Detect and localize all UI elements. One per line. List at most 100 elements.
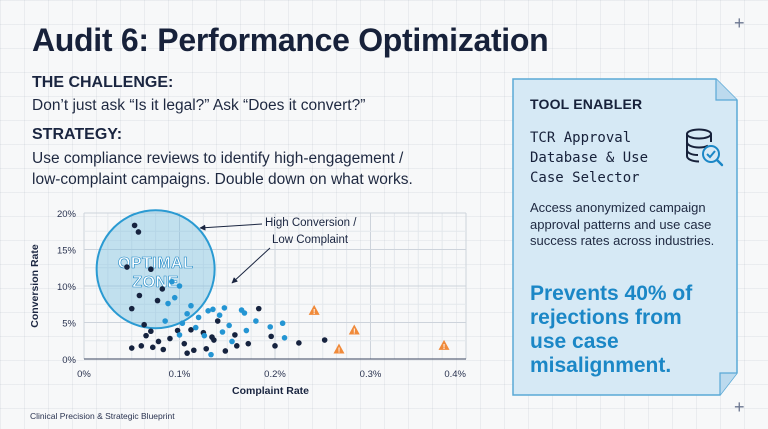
blue-data-point bbox=[192, 324, 199, 331]
navy-data-point bbox=[184, 350, 190, 356]
blue-data-point bbox=[179, 320, 186, 327]
tool-highlight-line-4: misalignment. bbox=[530, 354, 672, 377]
blue-data-point bbox=[219, 329, 226, 335]
blue-data-point bbox=[205, 308, 211, 314]
y-tick-label: 5% bbox=[62, 319, 76, 330]
navy-data-point bbox=[136, 292, 143, 299]
warning-triangle-shape bbox=[348, 324, 360, 335]
warning-triangle-point: ! bbox=[438, 339, 450, 351]
optimal-zone: OPTIMAL ZONE bbox=[95, 209, 216, 330]
database-check-icon bbox=[686, 128, 724, 167]
corner-cross-icon: + bbox=[734, 397, 745, 417]
chart-grid bbox=[83, 212, 467, 360]
warning-triangle-shape bbox=[333, 343, 345, 354]
x-tick-label: 0.1% bbox=[169, 369, 191, 380]
optimal-zone-label-2: ZONE bbox=[132, 274, 178, 291]
y-tick-label: 15% bbox=[57, 246, 77, 257]
callout-arrow-2 bbox=[231, 247, 271, 284]
tool-name-line-1: TCR Approval bbox=[530, 130, 632, 146]
navy-data-point bbox=[159, 286, 166, 292]
blue-data-point bbox=[176, 332, 183, 338]
corner-cross-icon: + bbox=[734, 13, 745, 33]
tool-name-line-3: Case Selector bbox=[530, 170, 640, 186]
x-tick-label: 0.3% bbox=[360, 369, 382, 380]
blue-data-point bbox=[208, 351, 214, 358]
navy-data-point bbox=[174, 327, 181, 334]
navy-data-point bbox=[131, 222, 138, 229]
optimal-zone-label-1: OPTIMAL bbox=[118, 255, 194, 272]
blue-data-point bbox=[184, 310, 190, 317]
y-tick-label: 20% bbox=[57, 209, 77, 220]
navy-data-point bbox=[245, 340, 252, 347]
tool-highlight: Prevents 40% of rejections from use case… bbox=[530, 282, 730, 378]
navy-data-point bbox=[124, 264, 130, 270]
page-title: Audit 6: Performance Optimization bbox=[32, 22, 549, 58]
x-tick-label: 0.2% bbox=[264, 369, 286, 380]
optimal-zone-circle bbox=[95, 209, 216, 330]
navy-data-point bbox=[272, 343, 278, 349]
x-axis-label: Complaint Rate bbox=[232, 385, 310, 397]
blue-data-point bbox=[253, 318, 259, 324]
callout-line-2: Low Complaint bbox=[272, 234, 349, 246]
strategy-heading: STRATEGY: bbox=[32, 126, 123, 143]
blue-data-point bbox=[188, 302, 194, 309]
y-tick-label: 10% bbox=[57, 282, 77, 293]
navy-data-point bbox=[148, 328, 154, 335]
navy-data-point bbox=[160, 346, 167, 353]
navy-data-point bbox=[321, 337, 328, 343]
blue-data-point bbox=[226, 322, 232, 329]
challenge-text: Don’t just ask “Is it legal?” Ask “Does … bbox=[32, 97, 366, 114]
blue-data-point bbox=[243, 327, 250, 334]
tool-name-line-2: Database & Use bbox=[530, 150, 649, 166]
tool-name: TCR Approval Database & Use Case Selecto… bbox=[530, 128, 680, 188]
blue-data-point bbox=[195, 314, 202, 321]
callout: High Conversion / Low Complaint bbox=[199, 217, 357, 284]
navy-data-point bbox=[188, 327, 194, 333]
navy-data-point bbox=[143, 332, 149, 339]
blue-data-point bbox=[176, 283, 183, 289]
navy-data-point bbox=[222, 348, 229, 354]
warning-triangle-point: ! bbox=[348, 324, 360, 336]
tool-highlight-line-2: rejections from bbox=[530, 306, 682, 329]
navy-data-point bbox=[141, 321, 147, 328]
navy-data-point bbox=[234, 343, 240, 349]
chart-ticks: 0% 0.1% 0.2% 0.3% 0.4% 0% 5% 10% 15% 20% bbox=[57, 209, 467, 380]
warning-triangle-shape bbox=[308, 304, 320, 315]
tool-heading: TOOL ENABLER bbox=[530, 96, 643, 112]
navy-data-point bbox=[203, 345, 210, 352]
strategy-line-2: low-complaint campaigns. Double down on … bbox=[32, 171, 413, 188]
navy-data-point bbox=[148, 266, 154, 273]
footer-text: Clinical Precision & Strategic Blueprint bbox=[30, 411, 175, 421]
blue-data-point bbox=[210, 306, 216, 313]
blue-data-point bbox=[267, 324, 274, 330]
blue-data-point bbox=[201, 332, 208, 339]
navy-data-point bbox=[149, 344, 156, 351]
blue-data-point bbox=[165, 300, 171, 307]
warning-triangle-point: ! bbox=[333, 343, 345, 355]
warning-mark: ! bbox=[338, 348, 340, 355]
navy-data-point bbox=[209, 334, 215, 340]
warning-mark: ! bbox=[443, 344, 445, 351]
tool-description: Access anonymized campaign approval patt… bbox=[530, 200, 715, 248]
blue-data-point bbox=[216, 312, 223, 319]
navy-data-point bbox=[128, 305, 135, 312]
chart-points: !!!! bbox=[124, 222, 450, 358]
blue-data-point bbox=[279, 320, 286, 327]
callout-arrow-1 bbox=[199, 223, 263, 231]
navy-data-point bbox=[128, 345, 135, 351]
challenge-heading: THE CHALLENGE: bbox=[32, 74, 174, 91]
blue-data-point bbox=[162, 318, 168, 324]
warning-mark: ! bbox=[313, 309, 315, 316]
blue-data-point bbox=[169, 278, 175, 285]
tool-highlight-line-3: use case bbox=[530, 330, 619, 353]
blue-data-point bbox=[171, 294, 178, 301]
navy-data-point bbox=[154, 297, 161, 304]
x-tick-label: 0% bbox=[77, 369, 91, 380]
navy-data-point bbox=[191, 347, 197, 354]
warning-triangle-point: ! bbox=[308, 304, 320, 316]
navy-data-point bbox=[232, 332, 238, 338]
strategy-line-1: Use compliance reviews to identify high-… bbox=[32, 150, 404, 167]
y-tick-label: 0% bbox=[62, 355, 76, 366]
navy-data-point bbox=[255, 305, 262, 312]
tool-highlight-line-1: Prevents 40% of bbox=[530, 282, 693, 305]
